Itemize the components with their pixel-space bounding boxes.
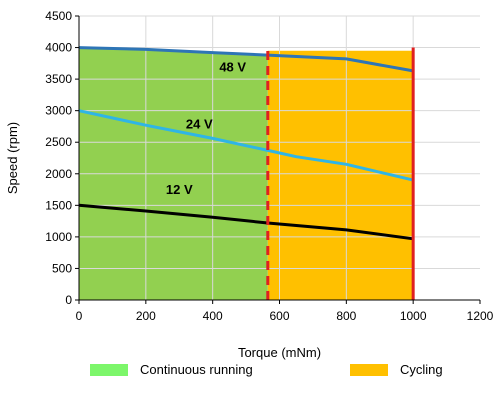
x-tick-label-1000: 1000	[400, 309, 427, 323]
x-tick-label-1200: 1200	[467, 309, 494, 323]
y-tick-label-500: 500	[52, 261, 72, 275]
x-tick-label-400: 400	[203, 309, 223, 323]
y-tick-label-3500: 3500	[45, 72, 72, 86]
series-line-12-v	[78, 203, 414, 241]
y-tick-label-0: 0	[65, 293, 72, 307]
y-tick-label-2500: 2500	[45, 135, 72, 149]
y-tick-label-3000: 3000	[45, 104, 72, 118]
y-axis-title: Speed (rpm)	[5, 122, 20, 194]
legend-item-continuous-running: Continuous running	[90, 362, 253, 377]
speed-torque-chart: 48 V24 V12 V 050010001500200025003000350…	[5, 9, 494, 360]
y-tick-label-4000: 4000	[45, 41, 72, 55]
legend-swatch-continuous-running	[90, 363, 128, 376]
series-line-48-v	[78, 46, 414, 73]
x-tick-label-0: 0	[76, 309, 83, 323]
series-line-24-v	[78, 109, 414, 182]
x-tick-label-200: 200	[136, 309, 156, 323]
legend-label-cycling: Cycling	[400, 362, 443, 377]
y-tick-label-2000: 2000	[45, 167, 72, 181]
series-label-48-v: 48 V	[219, 60, 246, 75]
x-tick-label-800: 800	[336, 309, 356, 323]
y-tick-label-1500: 1500	[45, 198, 72, 212]
axes: 0 500 1000 1500 2000 2500 3000 3500 4000 4500 0 200…	[45, 9, 493, 323]
series-labels: 48 V 24 V 12 V	[166, 60, 247, 197]
region-cycling	[267, 50, 414, 300]
x-axis-title: Torque (mNm)	[238, 345, 321, 360]
series-label-24-v: 24 V	[186, 116, 213, 131]
legend-item-cycling: Cycling	[350, 362, 443, 377]
legend-swatch-cycling	[350, 363, 388, 376]
legend-label-continuous-running: Continuous running	[140, 362, 253, 377]
x-tick-label-600: 600	[269, 309, 289, 323]
limit-lines	[266, 47, 415, 300]
y-tick-label-4500: 4500	[45, 9, 72, 23]
series-lines	[78, 46, 414, 241]
series-label-12-v: 12 V	[166, 182, 193, 197]
y-tick-label-1000: 1000	[45, 230, 72, 244]
legend: Continuous running Cycling	[0, 362, 494, 386]
